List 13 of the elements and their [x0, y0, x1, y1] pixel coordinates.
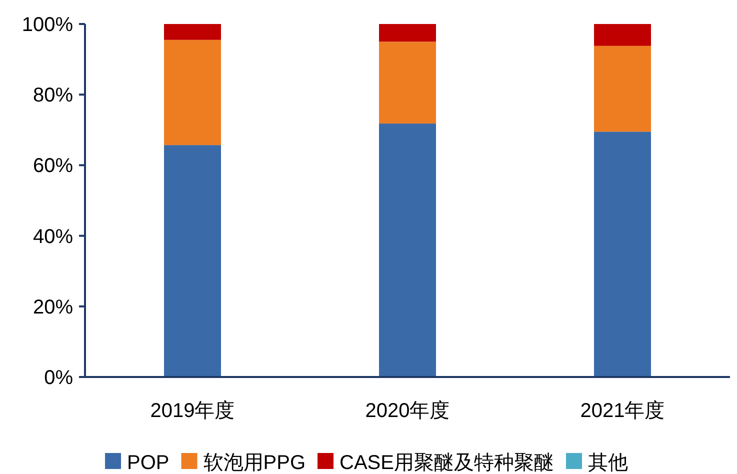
legend-label: 软泡用PPG — [203, 452, 306, 474]
y-tick-label: 0% — [44, 367, 74, 389]
legend-label: CASE用聚醚及特种聚醚 — [340, 452, 554, 474]
legend-label: 其他 — [588, 452, 628, 474]
x-tick-label: 2021年度 — [580, 400, 665, 422]
y-tick-label: 100% — [22, 14, 74, 36]
y-tick-label: 20% — [32, 296, 74, 318]
y-tick-label: 60% — [32, 155, 74, 178]
y-tick-label: 40% — [32, 226, 74, 248]
y-tick-label: 80% — [32, 84, 74, 107]
x-tick-label: 2019年度 — [150, 400, 235, 422]
x-tick-label: 2020年度 — [365, 400, 450, 422]
legend-label: POP — [127, 452, 170, 474]
